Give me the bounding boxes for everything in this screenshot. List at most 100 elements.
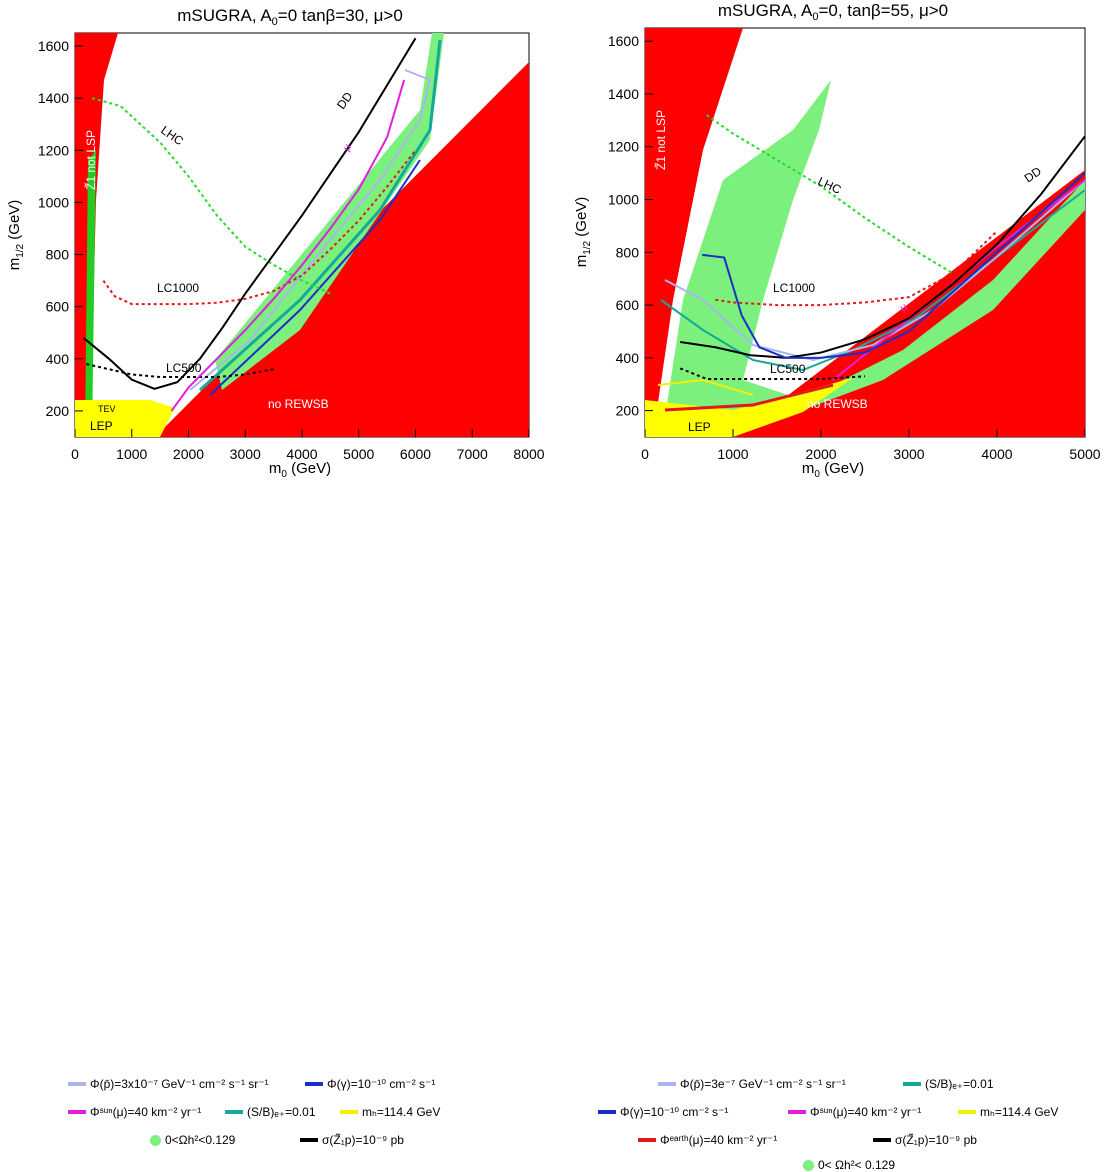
legend-item: σ(Z̃₁p)=10⁻⁹ pb: [300, 1133, 404, 1147]
x-tick-label: 2000: [173, 446, 204, 462]
y-axis-label: m1/2 (GeV): [6, 200, 26, 271]
legend-label: σ(Z̃₁p)=10⁻⁹ pb: [895, 1133, 977, 1147]
y-tick-label: 1200: [38, 142, 69, 158]
legend-label: (S/B)ₑ₊=0.01: [925, 1077, 994, 1091]
legend-swatch: [903, 1082, 921, 1086]
legend-item: Φˢᵘⁿ(μ)=40 km⁻² yr⁻¹: [788, 1105, 921, 1119]
y-tick-label: 200: [616, 403, 640, 419]
legend-swatch: [788, 1110, 806, 1114]
legend-swatch: [958, 1110, 976, 1114]
series-line-dd: [82, 37, 417, 390]
earth-mu-contour: [664, 383, 834, 412]
y-tick-label: 1400: [38, 90, 69, 106]
legend-label: 0<Ωh²<0.129: [165, 1133, 236, 1147]
series-line-lc1000: [102, 149, 417, 306]
legend-item: mₕ=114.4 GeV: [340, 1105, 440, 1119]
y-tick-label: 800: [616, 244, 640, 260]
y-tick-label: 800: [46, 247, 70, 263]
series-group: [679, 114, 1086, 380]
y-axis-label: m1/2 (GeV): [573, 197, 593, 268]
y-tick-label: 1600: [608, 33, 639, 49]
legend-item: mₕ=114.4 GeV: [958, 1105, 1058, 1119]
y-tick-label: 200: [46, 403, 70, 419]
lc1000-label: LC1000: [157, 281, 199, 295]
gamma-contour: [209, 159, 421, 396]
legend-label: σ(Z̃₁p)=10⁻⁹ pb: [322, 1133, 404, 1147]
y-tick-label: 1600: [38, 38, 69, 54]
x-axis-label: m0 (GeV): [802, 460, 864, 480]
legend-item: 0< Ωh²< 0.129: [803, 1158, 895, 1172]
x-tick-label: 4000: [286, 446, 317, 462]
chart-title: mSUGRA, A0=0 tanβ=30, μ>0: [177, 6, 403, 28]
y-tick-label: 400: [46, 351, 70, 367]
legend-swatch: [68, 1110, 86, 1114]
plot-area: no REWSB Z̃1 not LSP LEP LHC LC1000 LC50…: [644, 27, 1086, 438]
legend-item: (S/B)ₑ₊=0.01: [903, 1077, 994, 1091]
mh-contour: [657, 378, 754, 396]
legend-item: Φᵉᵃʳᵗʰ(μ)=40 km⁻² yr⁻¹: [638, 1133, 777, 1147]
legend-label: (S/B)ₑ₊=0.01: [247, 1105, 316, 1119]
tev-label: TEV: [98, 404, 116, 414]
x-tick-label: 0: [71, 446, 79, 462]
legend-swatch: [598, 1110, 616, 1114]
series-line-lhc: [91, 97, 331, 295]
legend-label: Φ(p̄)=3e⁻⁷ GeV⁻¹ cm⁻² s⁻¹ sr⁻¹: [680, 1077, 846, 1091]
no-rewsb-label: no REWSB: [268, 397, 329, 411]
chart-panel-left: mSUGRA, A0=0 tanβ=30, μ>0 no REWSB Z̃1 n…: [0, 0, 553, 1147]
legend-swatch: [68, 1082, 86, 1086]
lep-region: [75, 400, 175, 437]
y-tick-label: 1000: [608, 192, 639, 208]
y-axis-ticks: 200 400 600 800 1000 1200 1400 1600: [38, 38, 83, 419]
legend-label: mₕ=114.4 GeV: [980, 1105, 1059, 1119]
legend-dot-icon: [150, 1134, 161, 1146]
legend-swatch: [873, 1138, 891, 1142]
legend-item: Φ(γ)=10⁻¹⁰ cm⁻² s⁻¹: [598, 1105, 728, 1119]
legend-swatch: [300, 1138, 318, 1142]
y-tick-label: 1000: [38, 194, 69, 210]
x-tick-label: 4000: [981, 446, 1012, 462]
chart-title: mSUGRA, A0=0, tanβ=55, μ>0: [718, 1, 948, 23]
x-tick-label: 1000: [717, 446, 748, 462]
legend-label: Φ(p̄)=3x10⁻⁷ GeV⁻¹ cm⁻² s⁻¹ sr⁻¹: [90, 1077, 269, 1091]
legend-swatch: [225, 1110, 243, 1114]
y-tick-label: 1400: [608, 86, 639, 102]
series-line-: [702, 172, 1086, 359]
lc1000-label: LC1000: [773, 281, 815, 295]
legend-item: σ(Z̃₁p)=10⁻⁹ pb: [873, 1133, 977, 1147]
legend-item: (S/B)ₑ₊=0.01: [225, 1105, 316, 1119]
stau-lsp-region: [75, 33, 118, 437]
series-line-: [170, 79, 406, 412]
x-tick-label: 7000: [457, 446, 488, 462]
no-rewsb-label: no REWSB: [807, 397, 868, 411]
y-tick-label: 1200: [608, 139, 639, 155]
series-line-lhc: [706, 114, 954, 275]
legend-item: Φ(γ)=10⁻¹⁰ cm⁻² s⁻¹: [305, 1077, 435, 1091]
legend-label: Φˢᵘⁿ(μ)=40 km⁻² yr⁻¹: [90, 1105, 202, 1119]
series-line-lc500: [679, 367, 866, 380]
y-tick-label: 400: [616, 350, 640, 366]
x-tick-label: 5000: [1069, 446, 1100, 462]
legend-label: mₕ=114.4 GeV: [362, 1105, 441, 1119]
series-line-dd: [680, 135, 1086, 359]
x-tick-label: 8000: [513, 446, 544, 462]
x-axis-ticks: 0 1000 2000 3000 4000 5000: [641, 429, 1101, 462]
legend-swatch: [305, 1082, 323, 1086]
x-tick-label: 0: [641, 446, 649, 462]
x-axis-label: m0 (GeV): [269, 460, 331, 480]
chart-left-svg: mSUGRA, A0=0 tanβ=30, μ>0 no REWSB Z̃1 n…: [6, 6, 545, 480]
stau-lsp-region: [645, 28, 743, 437]
lsp-label: Z̃1 not LSP: [83, 130, 98, 190]
no-rewsb-region: [733, 170, 1085, 437]
legend-label: Φ(γ)=10⁻¹⁰ cm⁻² s⁻¹: [620, 1105, 729, 1119]
chart-panel-right: mSUGRA, A0=0, tanβ=55, μ>0 no REWSB Z̃1 …: [553, 0, 1107, 1172]
x-tick-label: 3000: [230, 446, 261, 462]
lsp-label: Z̃1 not LSP: [653, 110, 668, 170]
legend-item: 0<Ωh²<0.129: [150, 1133, 235, 1147]
legend-dot-icon: [803, 1159, 814, 1171]
legend-swatch: [658, 1082, 676, 1086]
chart-right-svg: mSUGRA, A0=0, tanβ=55, μ>0 no REWSB Z̃1 …: [573, 1, 1101, 480]
x-tick-label: 1000: [116, 446, 147, 462]
plot-area: no REWSB Z̃1 not LSP LEP TEV LHC LC1000 …: [74, 32, 530, 438]
legend-label: 0< Ωh²< 0.129: [818, 1158, 896, 1172]
x-tick-label: 3000: [893, 446, 924, 462]
